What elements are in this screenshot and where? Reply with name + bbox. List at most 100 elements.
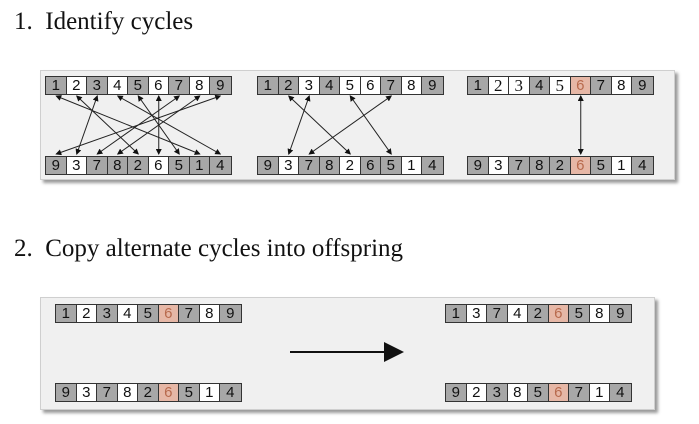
identify-bottom-row-cell: 3 bbox=[488, 157, 509, 174]
identify-top-row-cell: 3 bbox=[87, 77, 108, 94]
identify-top-row-cell: 4 bbox=[529, 77, 550, 94]
identify-bottom-row-cell: 6 bbox=[570, 157, 591, 174]
cycle-link bbox=[349, 95, 392, 155]
offspring1-row-cell: 4 bbox=[507, 305, 528, 322]
offspring2-row-cell: 6 bbox=[548, 384, 569, 401]
identify-bottom-row-cell: 2 bbox=[128, 157, 149, 174]
parent1-row-cell: 1 bbox=[56, 305, 77, 322]
identify-top-row-cell: 9 bbox=[632, 77, 653, 94]
step1-heading: 1. Identify cycles bbox=[14, 8, 193, 36]
identify-bottom-row-cell: 4 bbox=[210, 157, 231, 174]
identify-top-row-cell: 6 bbox=[148, 77, 169, 94]
identify-top-row-cell: 7 bbox=[591, 77, 612, 94]
offspring2-row-cell: 2 bbox=[466, 384, 487, 401]
identify-top-row-cell: 6 bbox=[360, 77, 381, 94]
identify-bottom-row-cell: 7 bbox=[299, 157, 320, 174]
parent1-row-cell: 6 bbox=[158, 305, 179, 322]
offspring2-row-cell: 4 bbox=[610, 384, 631, 401]
parent2-row-cell: 5 bbox=[179, 384, 200, 401]
parent1-row-cell: 9 bbox=[220, 305, 241, 322]
identify-top-row-cell: 8 bbox=[611, 77, 632, 94]
parent1-row-cell: 2 bbox=[76, 305, 97, 322]
parent2-row-cell: 2 bbox=[138, 384, 159, 401]
identify-top-row-cell: 6 bbox=[570, 77, 591, 94]
offspring1-row-cell: 2 bbox=[528, 305, 549, 322]
parent1-row-cell: 4 bbox=[117, 305, 138, 322]
identify-top-row-cell: 7 bbox=[169, 77, 190, 94]
identify-top-row-cell: 2 bbox=[278, 77, 299, 94]
identify-bottom-row-cell: 7 bbox=[87, 157, 108, 174]
cycle-link bbox=[287, 95, 311, 155]
cycle-link bbox=[55, 94, 222, 156]
parent2-row-cell: 4 bbox=[220, 384, 241, 401]
identify-top-row-cell: 7 bbox=[381, 77, 402, 94]
parent1-row-cell: 8 bbox=[199, 305, 220, 322]
identify-bottom-row-cell: 8 bbox=[319, 157, 340, 174]
identify-top-row-cell: 9 bbox=[210, 77, 231, 94]
offspring2-row-cell: 9 bbox=[446, 384, 467, 401]
identify-top-row-cell: 4 bbox=[319, 77, 340, 94]
parent1-row-cell: 5 bbox=[138, 305, 159, 322]
identify-bottom-row-cell: 2 bbox=[340, 157, 361, 174]
identify-bottom-row-cell: 8 bbox=[529, 157, 550, 174]
offspring1-row-cell: 7 bbox=[487, 305, 508, 322]
step1-number: 1. bbox=[14, 8, 33, 35]
offspring1-row-cell: 8 bbox=[589, 305, 610, 322]
parent1-row-cell: 7 bbox=[179, 305, 200, 322]
offspring2-row-cell: 1 bbox=[589, 384, 610, 401]
offspring1-row-cell: 6 bbox=[548, 305, 569, 322]
identify-top-row-cell: 1 bbox=[468, 77, 489, 94]
identify-top-row-cell: 1 bbox=[46, 77, 67, 94]
cycle-link bbox=[55, 95, 201, 155]
step1-title: Identify cycles bbox=[45, 8, 194, 35]
offspring2-row-cell: 5 bbox=[528, 384, 549, 401]
parent2-row-cell: 3 bbox=[76, 384, 97, 401]
identify-bottom-row-cell: 3 bbox=[278, 157, 299, 174]
parent2-row-cell: 1 bbox=[199, 384, 220, 401]
identify-top-row-cell: 2 bbox=[66, 77, 87, 94]
parent2-row-cell: 7 bbox=[97, 384, 118, 401]
offspring2-row-cell: 3 bbox=[487, 384, 508, 401]
identify-top-row-cell: 4 bbox=[107, 77, 128, 94]
identify-bottom-row-cell: 3 bbox=[66, 157, 87, 174]
identify-bottom-row-cell: 5 bbox=[169, 157, 190, 174]
identify-top-row-cell: 9 bbox=[422, 77, 443, 94]
identify-bottom-row-cell: 8 bbox=[107, 157, 128, 174]
identify-bottom-row-cell: 1 bbox=[611, 157, 632, 174]
offspring2-row-cell: 7 bbox=[569, 384, 590, 401]
identify-top-row-cell: 5 bbox=[128, 77, 149, 94]
identify-bottom-row-cell: 6 bbox=[360, 157, 381, 174]
parent1-row-cell: 3 bbox=[97, 305, 118, 322]
identify-bottom-row-cell: 9 bbox=[258, 157, 279, 174]
identify-top-row-cell: 3 bbox=[509, 77, 530, 94]
identify-bottom-row-cell: 4 bbox=[422, 157, 443, 174]
identify-top-row-cell: 3 bbox=[299, 77, 320, 94]
parent2-row-cell: 8 bbox=[117, 384, 138, 401]
step2-number: 2. bbox=[14, 235, 33, 262]
parent2-row-cell: 6 bbox=[158, 384, 179, 401]
identify-bottom-row-cell: 9 bbox=[468, 157, 489, 174]
identify-top-row-cell: 2 bbox=[488, 77, 509, 94]
cycle-link bbox=[288, 95, 351, 155]
identify-top-row-cell: 5 bbox=[550, 77, 571, 94]
cycle-link bbox=[116, 95, 222, 155]
step2-title: Copy alternate cycles into offspring bbox=[45, 235, 404, 262]
identify-top-row-cell: 8 bbox=[401, 77, 422, 94]
identify-bottom-row-cell: 1 bbox=[189, 157, 210, 174]
identify-bottom-row-cell: 5 bbox=[591, 157, 612, 174]
offspring1-row-cell: 3 bbox=[466, 305, 487, 322]
identify-bottom-row-cell: 4 bbox=[632, 157, 653, 174]
identify-bottom-row-cell: 9 bbox=[46, 157, 67, 174]
identify-bottom-row-cell: 1 bbox=[401, 157, 422, 174]
